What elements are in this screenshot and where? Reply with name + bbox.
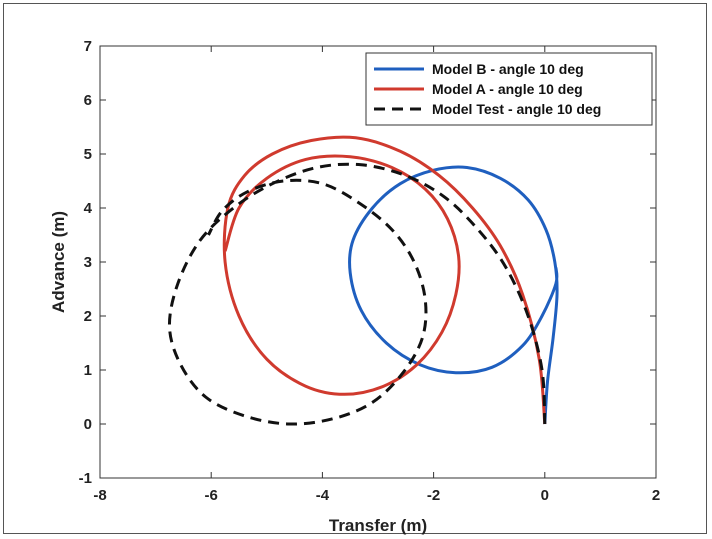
series-line-1 bbox=[347, 165, 559, 425]
legend-label-1: Model B - angle 10 deg bbox=[432, 61, 584, 77]
legend-label-2: Model A - angle 10 deg bbox=[432, 81, 583, 97]
x-tick-label: -6 bbox=[205, 487, 218, 504]
series-group bbox=[167, 135, 559, 426]
x-axis-label: Transfer (m) bbox=[329, 516, 427, 535]
x-tick-label: -2 bbox=[427, 487, 440, 504]
x-tick-label: 2 bbox=[652, 487, 660, 504]
series-line-2 bbox=[222, 135, 547, 425]
y-tick-label: -1 bbox=[79, 470, 92, 487]
x-tick-label: -4 bbox=[316, 487, 330, 504]
axis-ticks: -8 -6 -4 -2 0 2 -1 0 1 2 3 4 5 6 7 bbox=[79, 38, 661, 504]
y-tick-label: 7 bbox=[84, 38, 92, 55]
series-line-3 bbox=[167, 162, 547, 426]
legend: Model B - angle 10 deg Model A - angle 10… bbox=[365, 52, 653, 126]
y-tick-label: 4 bbox=[84, 200, 93, 217]
y-tick-label: 1 bbox=[84, 362, 92, 379]
y-tick-label: 5 bbox=[84, 146, 92, 163]
y-tick-label: 6 bbox=[84, 92, 92, 109]
legend-label-3: Model Test - angle 10 deg bbox=[432, 101, 601, 117]
y-axis-label: Advance (m) bbox=[49, 211, 68, 313]
x-tick-label: 0 bbox=[541, 487, 549, 504]
x-tick-label: -8 bbox=[93, 487, 106, 504]
y-tick-label: 3 bbox=[84, 254, 92, 271]
y-tick-label: 2 bbox=[84, 308, 92, 325]
y-tick-label: 0 bbox=[84, 416, 92, 433]
